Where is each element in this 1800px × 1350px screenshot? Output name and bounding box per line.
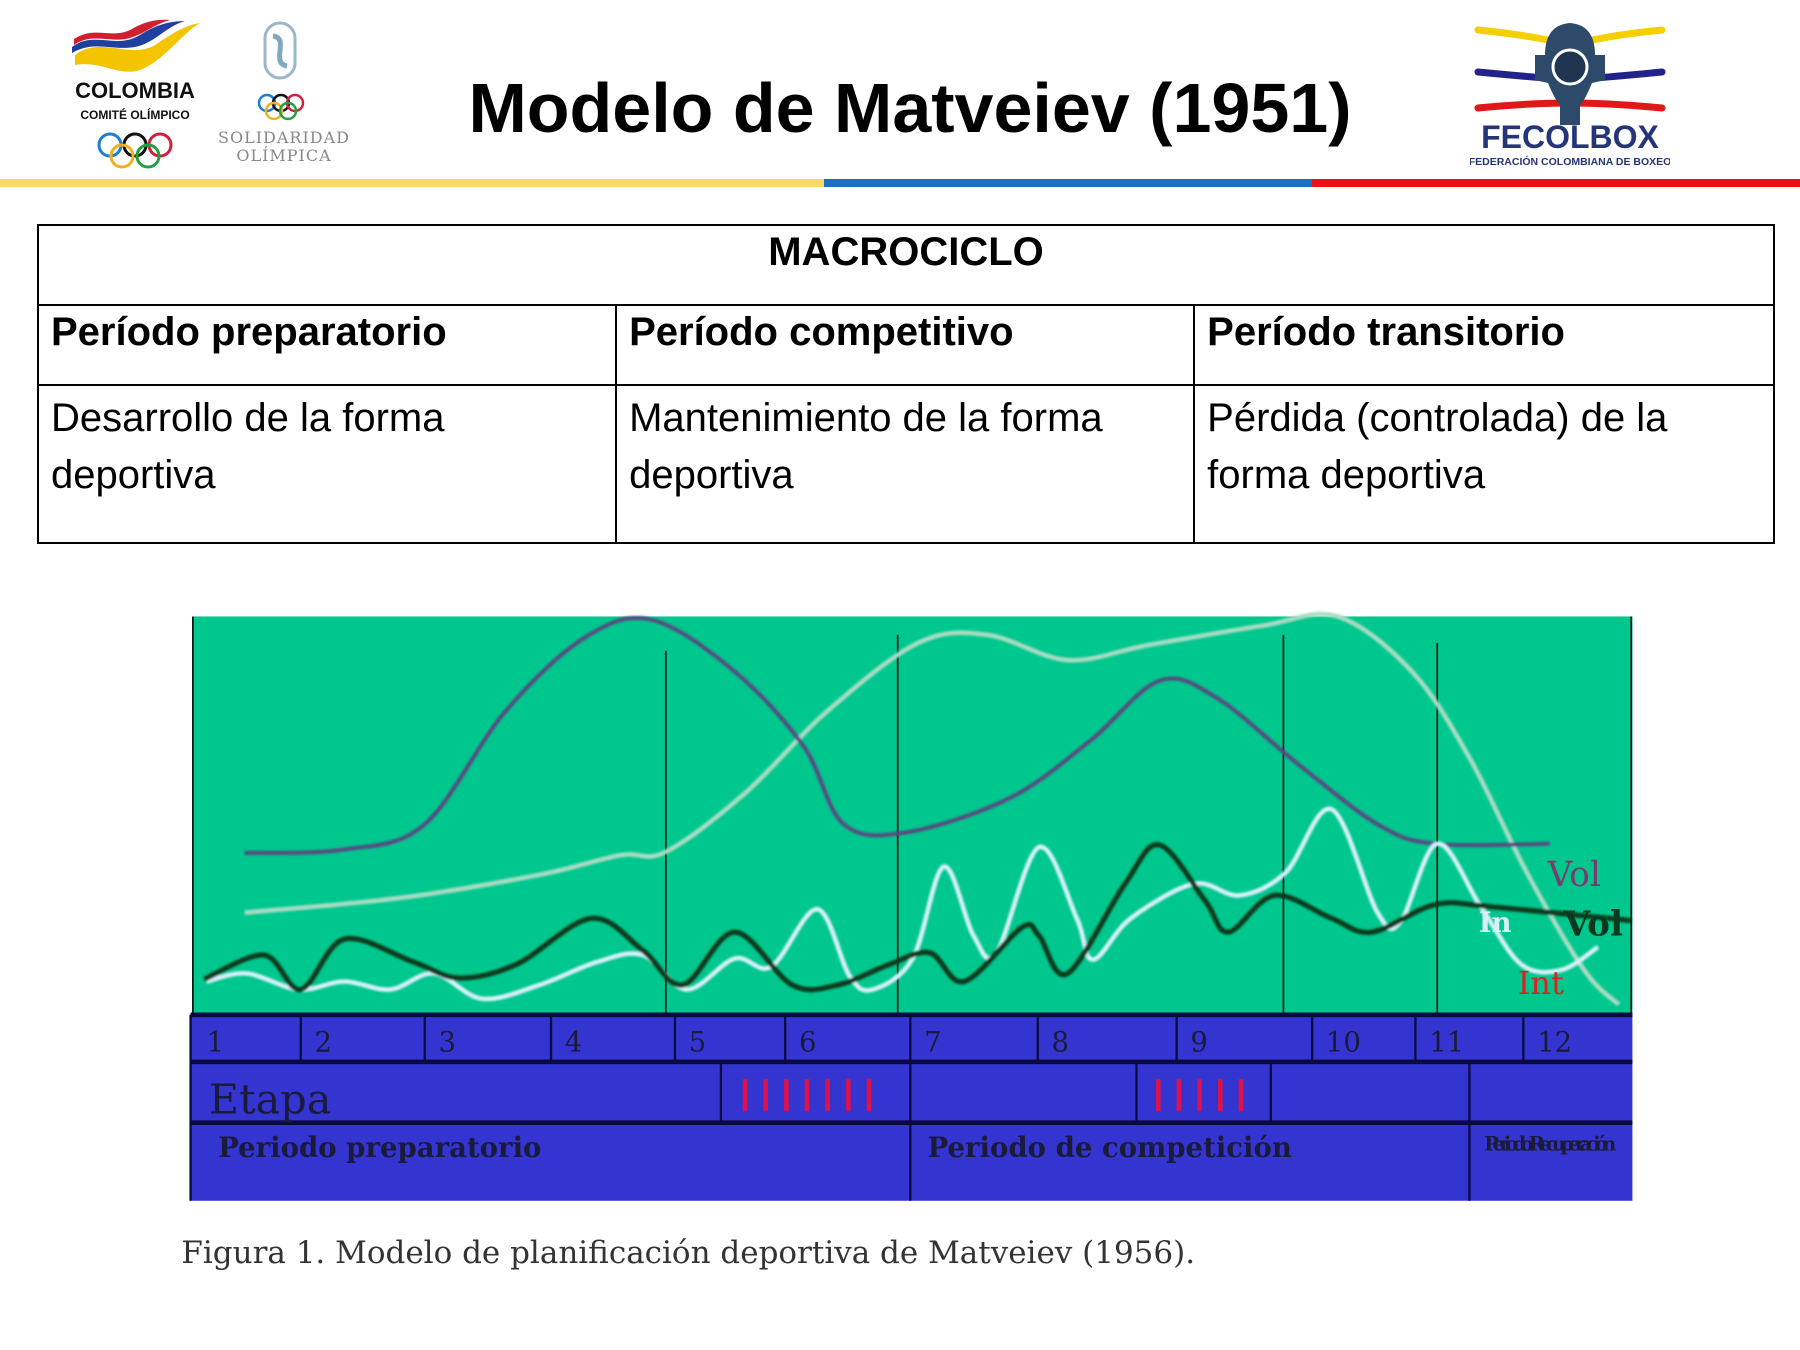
competition-mark [784,1079,789,1112]
stripe-yellow [0,179,824,187]
label-vol-a: Vol [1546,855,1600,895]
month-label: 6 [799,1027,817,1059]
header-transitory: Período transitorio [1193,304,1775,386]
stripe-blue [824,179,1312,187]
competition-mark [1155,1079,1161,1112]
competition-mark [866,1079,872,1112]
month-label: 9 [1190,1027,1208,1059]
svg-text:OLÍMPICA: OLÍMPICA [236,145,331,165]
month-label: 3 [439,1027,457,1059]
competition-mark [804,1079,810,1112]
month-label: 5 [689,1027,707,1059]
svg-text:FECOLBOX: FECOLBOX [1481,119,1659,155]
logo-text: SOLIDARIDAD [218,128,350,147]
label-vol-b: Vol [1563,905,1624,945]
month-label: 1 [207,1027,225,1059]
competition-mark [846,1079,851,1112]
label-int: Int [1518,964,1564,1002]
period-preparatory: Periodo preparatorio [218,1132,541,1164]
month-label: 8 [1052,1027,1070,1059]
header-preparatory: Período preparatorio [36,304,618,386]
competition-mark [742,1079,748,1112]
period-recovery: Periodo Recuperac ión [1484,1132,1616,1155]
table-cell: Pérdida (controlada) de la forma deporti… [1193,384,1775,544]
stage-label: Etapa [209,1076,331,1124]
month-label: 7 [924,1027,942,1059]
macrocycle-table: MACROCICLO Período preparatorio Período … [36,224,1775,544]
competition-mark [1217,1079,1223,1112]
month-label: 10 [1326,1027,1361,1059]
month-label: 12 [1537,1027,1572,1059]
svg-text:COLOMBIA: COLOMBIA [75,78,195,103]
table-title: MACROCICLO [37,224,1775,306]
svg-text:COMITÉ OLÍMPICO: COMITÉ OLÍMPICO [80,107,189,122]
competition-mark [1176,1079,1182,1112]
table-cell: Desarrollo de la forma deportiva [36,384,618,544]
period-competition: Periodo de competición [928,1132,1292,1164]
label-in: In [1479,907,1512,939]
table-cell: Mantenimiento de la forma deportiva [615,384,1196,544]
wave-curve [203,842,1632,993]
competition-mark [825,1079,830,1112]
colombia-olympic-logo: COLOMBIA COMITÉ OLÍMPICO [72,19,200,169]
competition-mark [1238,1079,1244,1112]
fecolbox-logo: FECOLBOX FEDERACIÓN COLOMBIANA DE BOXEO [1470,23,1670,168]
stripe-red [1312,179,1800,187]
month-label: 4 [565,1027,583,1059]
month-label: 11 [1429,1027,1464,1059]
svg-text:FEDERACIÓN COLOMBIANA DE BOXEO: FEDERACIÓN COLOMBIANA DE BOXEO [1470,155,1670,168]
page-title: Modelo de Matveiev (1951) [468,69,1352,147]
volume2-curve [244,611,1621,1007]
competition-mark [763,1079,768,1112]
volume-curve [244,615,1550,855]
figure-caption: Figura 1. Modelo de planificación deport… [181,1235,1195,1271]
competition-mark [1197,1079,1202,1112]
month-label: 2 [315,1027,333,1059]
header-competitive: Período competitivo [615,304,1196,386]
solidaridad-olimpica-logo: SOLIDARIDAD OLÍMPICA [218,21,350,165]
